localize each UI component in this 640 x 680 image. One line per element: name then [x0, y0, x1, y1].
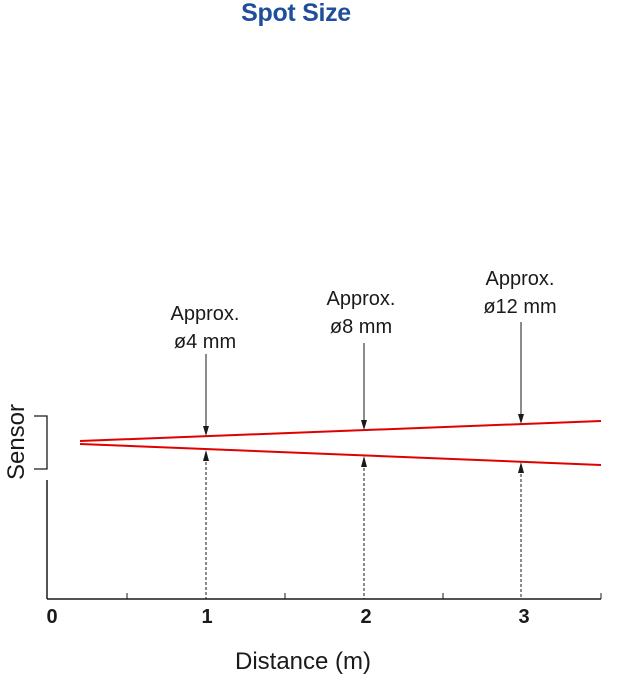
beam-upper-edge: [79, 420, 602, 442]
spot-marker-1m: Approx. ø4 mm: [171, 303, 240, 599]
down-arrow-icon: [361, 420, 367, 430]
x-tick-label-1: 1: [201, 606, 212, 628]
up-arrow-icon: [203, 450, 209, 461]
down-arrow-icon: [203, 426, 209, 436]
page-title: Spot Size: [241, 0, 351, 27]
spot-label-1m-line2: ø4 mm: [174, 331, 236, 353]
spot-label-3m-line2: ø12 mm: [483, 296, 556, 318]
spot-label-1m-line1: Approx.: [171, 303, 240, 325]
beam-lower-edge: [79, 443, 602, 466]
x-tick-label-3: 3: [518, 606, 529, 628]
up-arrow-icon: [518, 462, 524, 473]
spot-label-2m-line2: ø8 mm: [330, 316, 392, 338]
sensor-bracket: [34, 415, 48, 470]
x-tick-label-2: 2: [360, 606, 371, 628]
spot-label-3m-line1: Approx.: [486, 268, 555, 290]
up-arrow-icon: [361, 456, 367, 467]
x-tick-label-0: 0: [46, 606, 57, 628]
down-arrow-icon: [518, 414, 524, 424]
spot-label-2m-line1: Approx.: [327, 288, 396, 310]
spot-marker-2m: Approx. ø8 mm: [327, 288, 396, 599]
sensor-label: Sensor: [3, 404, 30, 480]
x-axis-title: Distance (m): [235, 648, 371, 675]
spot-marker-3m: Approx. ø12 mm: [483, 268, 557, 599]
